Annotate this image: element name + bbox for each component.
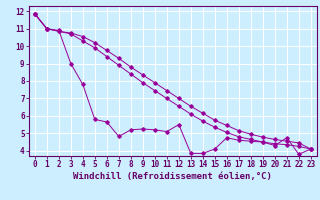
X-axis label: Windchill (Refroidissement éolien,°C): Windchill (Refroidissement éolien,°C) [73,172,272,181]
